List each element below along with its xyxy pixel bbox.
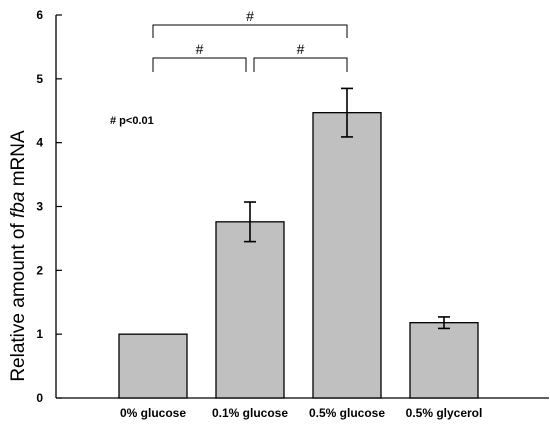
y-tick-label: 6 xyxy=(36,8,43,22)
y-axis-label-prefix: Relative amount of xyxy=(8,218,29,382)
x-tick-label: 0.5% glucose xyxy=(309,406,385,420)
x-tick-label: 0% glucose xyxy=(120,406,186,420)
bar-3 xyxy=(312,112,382,399)
y-tick-label: 0 xyxy=(36,391,43,405)
bar-2 xyxy=(215,221,285,399)
significance-marker: # xyxy=(196,41,204,57)
significance-bracket xyxy=(152,24,348,38)
y-tick-label: 2 xyxy=(36,263,43,277)
y-axis-label-suffix: mRNA xyxy=(8,130,29,192)
y-tick-label: 4 xyxy=(36,136,43,150)
x-tick-label: 0.5% glycerol xyxy=(406,406,483,420)
y-axis-label: Relative amount of fba mRNA xyxy=(8,130,29,382)
bar-4 xyxy=(409,322,479,399)
p-value-annotation: # p<0.01 xyxy=(110,115,154,127)
bars xyxy=(118,112,479,399)
y-tick-label: 5 xyxy=(36,72,43,86)
significance-marker: # xyxy=(297,41,305,57)
significance-bracket xyxy=(152,57,247,72)
significance-marker: # xyxy=(246,8,254,24)
bar-1 xyxy=(118,333,188,399)
y-tick-label: 3 xyxy=(36,200,43,214)
y-tick-label: 1 xyxy=(36,327,43,341)
y-axis-label-gene: fba xyxy=(8,192,29,218)
significance-brackets: # # # xyxy=(152,8,348,72)
error-bars xyxy=(244,87,450,330)
significance-bracket xyxy=(253,57,348,72)
x-tick-label: 0.1% glucose xyxy=(212,406,288,420)
